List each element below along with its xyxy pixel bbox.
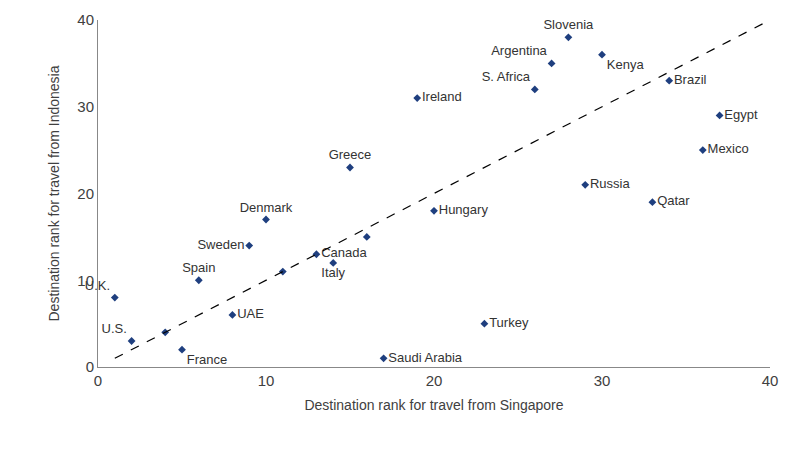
svg-text:Slovenia: Slovenia xyxy=(543,17,594,32)
svg-text:Brazil: Brazil xyxy=(674,72,707,87)
svg-text:Argentina: Argentina xyxy=(491,43,547,58)
svg-text:Turkey: Turkey xyxy=(489,315,529,330)
svg-text:Kenya: Kenya xyxy=(607,57,645,72)
svg-text:Denmark: Denmark xyxy=(240,200,293,215)
svg-text:10: 10 xyxy=(77,272,94,289)
svg-text:Ireland: Ireland xyxy=(422,89,462,104)
svg-text:0: 0 xyxy=(94,372,102,389)
svg-text:Sweden: Sweden xyxy=(197,237,244,252)
svg-text:UAE: UAE xyxy=(237,306,264,321)
svg-text:30: 30 xyxy=(77,98,94,115)
svg-text:U.K.: U.K. xyxy=(85,278,110,293)
svg-text:U.S.: U.S. xyxy=(102,321,127,336)
svg-text:S. Africa: S. Africa xyxy=(482,69,531,84)
svg-text:Hungary: Hungary xyxy=(439,202,489,217)
svg-text:0: 0 xyxy=(86,358,94,375)
svg-text:Qatar: Qatar xyxy=(657,193,690,208)
svg-text:20: 20 xyxy=(426,372,443,389)
svg-text:Saudi Arabia: Saudi Arabia xyxy=(388,350,462,365)
svg-text:40: 40 xyxy=(77,11,94,28)
svg-text:Russia: Russia xyxy=(590,176,631,191)
svg-text:Canada: Canada xyxy=(321,245,367,260)
svg-text:Italy: Italy xyxy=(321,265,345,280)
svg-text:Greece: Greece xyxy=(329,147,372,162)
svg-text:France: France xyxy=(187,352,227,367)
svg-text:Mexico: Mexico xyxy=(708,141,749,156)
svg-text:40: 40 xyxy=(762,372,779,389)
svg-text:10: 10 xyxy=(258,372,275,389)
svg-text:Destination rank for travel fr: Destination rank for travel from Indones… xyxy=(46,65,62,321)
svg-text:Egypt: Egypt xyxy=(724,107,758,122)
svg-text:20: 20 xyxy=(77,185,94,202)
svg-text:Destination rank for travel fr: Destination rank for travel from Singapo… xyxy=(304,397,563,413)
svg-text:Spain: Spain xyxy=(182,260,215,275)
svg-text:30: 30 xyxy=(594,372,611,389)
